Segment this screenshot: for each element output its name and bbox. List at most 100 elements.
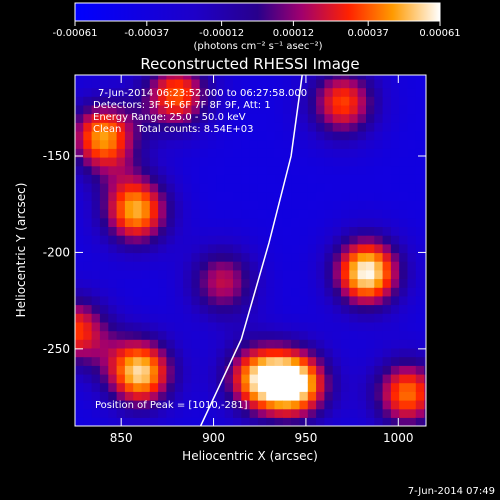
- heatmap-cell: [341, 252, 350, 262]
- heatmap-cell: [382, 75, 392, 80]
- heatmap-cell: [332, 261, 342, 271]
- heatmap-cell: [324, 330, 334, 340]
- heatmap-cell: [324, 183, 334, 193]
- heatmap-cell: [407, 191, 417, 201]
- heatmap-cell: [374, 261, 384, 271]
- heatmap-cell: [299, 87, 309, 97]
- heatmap-cell: [399, 356, 409, 366]
- heatmap-cell: [316, 122, 325, 132]
- heatmap-cell: [75, 191, 84, 201]
- heatmap-cell: [183, 78, 192, 89]
- heatmap-cell: [208, 226, 217, 236]
- heatmap-cell: [191, 252, 201, 262]
- heatmap-cell: [274, 183, 284, 193]
- heatmap-cell: [332, 321, 342, 332]
- heatmap-cell: [249, 200, 259, 210]
- heatmap-cell: [316, 287, 325, 297]
- heatmap-cell: [208, 122, 217, 132]
- heatmap-cell: [390, 174, 400, 184]
- heatmap-cell: [108, 148, 118, 158]
- heatmap-cell: [341, 130, 350, 141]
- heatmap-cell: [174, 191, 184, 201]
- heatmap-cell: [307, 365, 317, 375]
- heatmap-cell: [133, 278, 143, 288]
- heatmap-cell: [324, 78, 334, 89]
- heatmap-cell: [374, 139, 384, 149]
- heatmap-cell: [316, 321, 325, 332]
- heatmap-cell: [274, 269, 284, 280]
- heatmap-cell: [307, 130, 317, 141]
- heatmap-cell: [424, 75, 426, 80]
- heatmap-cell: [108, 321, 118, 332]
- heatmap-cell: [299, 408, 309, 418]
- heatmap-cell: [357, 252, 367, 262]
- heatmap-cell: [341, 339, 350, 349]
- heatmap-cell: [299, 243, 309, 254]
- heatmap-cell: [174, 261, 184, 271]
- heatmap-cell: [99, 356, 109, 366]
- heatmap-cell: [149, 243, 159, 254]
- heatmap-cell: [108, 330, 118, 340]
- heatmap-cell: [166, 287, 176, 297]
- heatmap-cell: [282, 373, 292, 384]
- heatmap-cell: [208, 391, 217, 401]
- heatmap-cell: [299, 96, 309, 106]
- heatmap-cell: [382, 183, 392, 193]
- heatmap-cell: [241, 104, 251, 115]
- heatmap-cell: [124, 287, 134, 297]
- heatmap-cell: [341, 373, 350, 384]
- heatmap-cell: [116, 217, 126, 227]
- heatmap-cell: [149, 330, 159, 340]
- heatmap-cell: [249, 139, 259, 149]
- heatmap-cell: [299, 235, 309, 245]
- heatmap-cell: [249, 417, 259, 426]
- heatmap-cell: [291, 278, 300, 288]
- heatmap-cell: [357, 382, 367, 392]
- heatmap-cell: [75, 165, 84, 175]
- heatmap-cell: [216, 400, 226, 410]
- heatmap-cell: [199, 235, 209, 245]
- heatmap-cell: [332, 96, 342, 106]
- heatmap-cell: [149, 295, 159, 306]
- heatmap-cell: [399, 339, 409, 349]
- heatmap-cell: [149, 96, 159, 106]
- heatmap-cell: [407, 304, 417, 314]
- heatmap-cell: [282, 148, 292, 158]
- heatmap-cell: [332, 78, 342, 89]
- heatmap-cell: [424, 243, 426, 254]
- heatmap-cell: [174, 139, 184, 149]
- heatmap-cell: [415, 165, 425, 175]
- heatmap-cell: [149, 408, 159, 418]
- heatmap-cell: [91, 313, 101, 323]
- heatmap-cell: [249, 191, 259, 201]
- heatmap-cell: [241, 295, 251, 306]
- heatmap-cell: [191, 200, 201, 210]
- heatmap-cell: [224, 75, 234, 80]
- heatmap-cell: [124, 356, 134, 366]
- heatmap-cell: [332, 75, 342, 80]
- heatmap-cell: [374, 87, 384, 97]
- heatmap-cell: [407, 217, 417, 227]
- heatmap-cell: [282, 200, 292, 210]
- heatmap-cell: [332, 217, 342, 227]
- heatmap-cell: [75, 347, 84, 358]
- heatmap-cell: [249, 295, 259, 306]
- heatmap-cell: [166, 122, 176, 132]
- heatmap-cell: [208, 261, 217, 271]
- heatmap-cell: [249, 104, 259, 115]
- heatmap-cell: [124, 87, 134, 97]
- heatmap-cell: [357, 356, 367, 366]
- heatmap-cell: [274, 391, 284, 401]
- heatmap-cell: [83, 191, 93, 201]
- heatmap-cell: [183, 400, 192, 410]
- heatmap-cell: [108, 104, 118, 115]
- heatmap-cell: [390, 148, 400, 158]
- heatmap-cell: [249, 365, 259, 375]
- heatmap-cell: [83, 87, 93, 97]
- heatmap-cell: [224, 191, 234, 201]
- heatmap-cell: [216, 278, 226, 288]
- heatmap-cell: [415, 295, 425, 306]
- heatmap-cell: [332, 87, 342, 97]
- heatmap-cells: [75, 75, 426, 426]
- heatmap-cell: [149, 400, 159, 410]
